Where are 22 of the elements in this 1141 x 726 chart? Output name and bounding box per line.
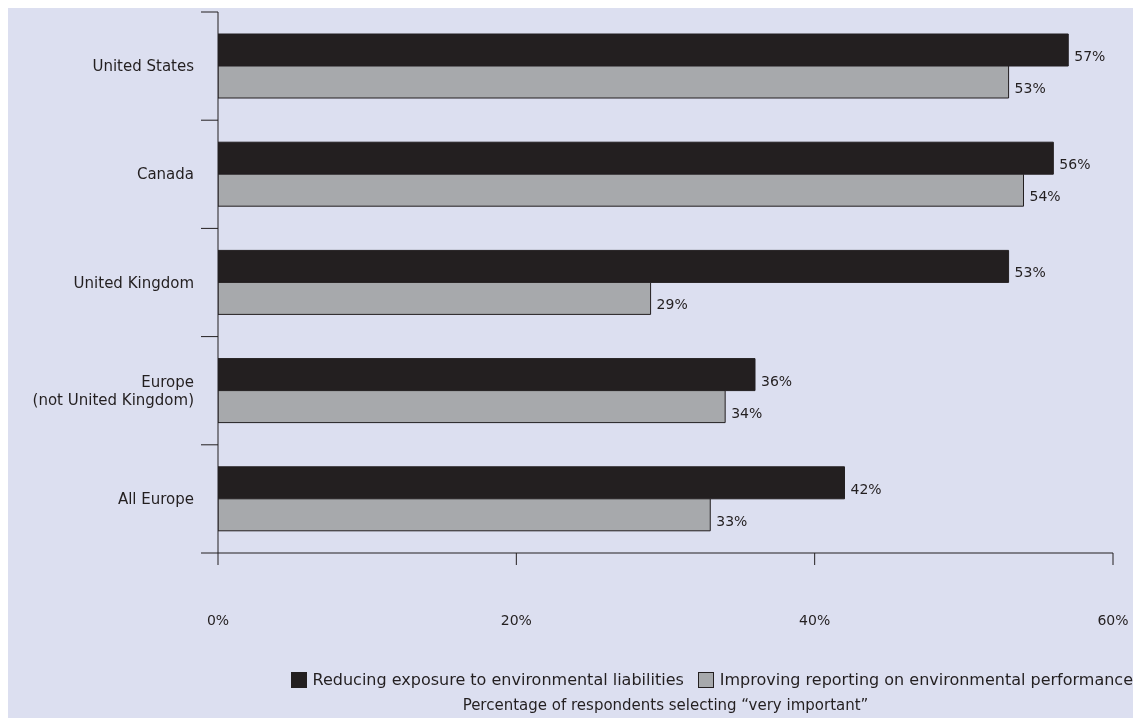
legend-label: Reducing exposure to environmental liabilities — [312, 670, 684, 689]
data-label: 29% — [656, 296, 688, 313]
x-tick-label: 20% — [500, 611, 532, 628]
x-axis-title: Percentage of respondents selecting “very important” — [462, 696, 869, 714]
data-label: 33% — [716, 512, 748, 529]
data-label: 42% — [850, 480, 882, 497]
data-label: 34% — [731, 404, 763, 421]
x-tick-label: 40% — [799, 611, 831, 628]
y-tick-label: Europe (not United Kingdom) — [32, 372, 194, 409]
y-tick-label: United Kingdom — [73, 273, 194, 292]
data-label: 53% — [1014, 264, 1046, 281]
data-label: 56% — [1059, 156, 1091, 173]
data-label: 53% — [1014, 80, 1046, 96]
y-tick-label: All Europe — [117, 489, 194, 508]
y-tick-label: Canada — [136, 165, 194, 184]
y-tick-label: United States — [92, 57, 195, 76]
data-label: 57% — [1074, 48, 1106, 64]
legend-label: Improving reporting on environmental performance — [719, 670, 1133, 689]
data-label: 54% — [1029, 188, 1061, 205]
x-tick-label: 0% — [206, 611, 230, 628]
data-label: 36% — [761, 372, 793, 389]
x-tick-label: 60% — [1097, 611, 1129, 628]
